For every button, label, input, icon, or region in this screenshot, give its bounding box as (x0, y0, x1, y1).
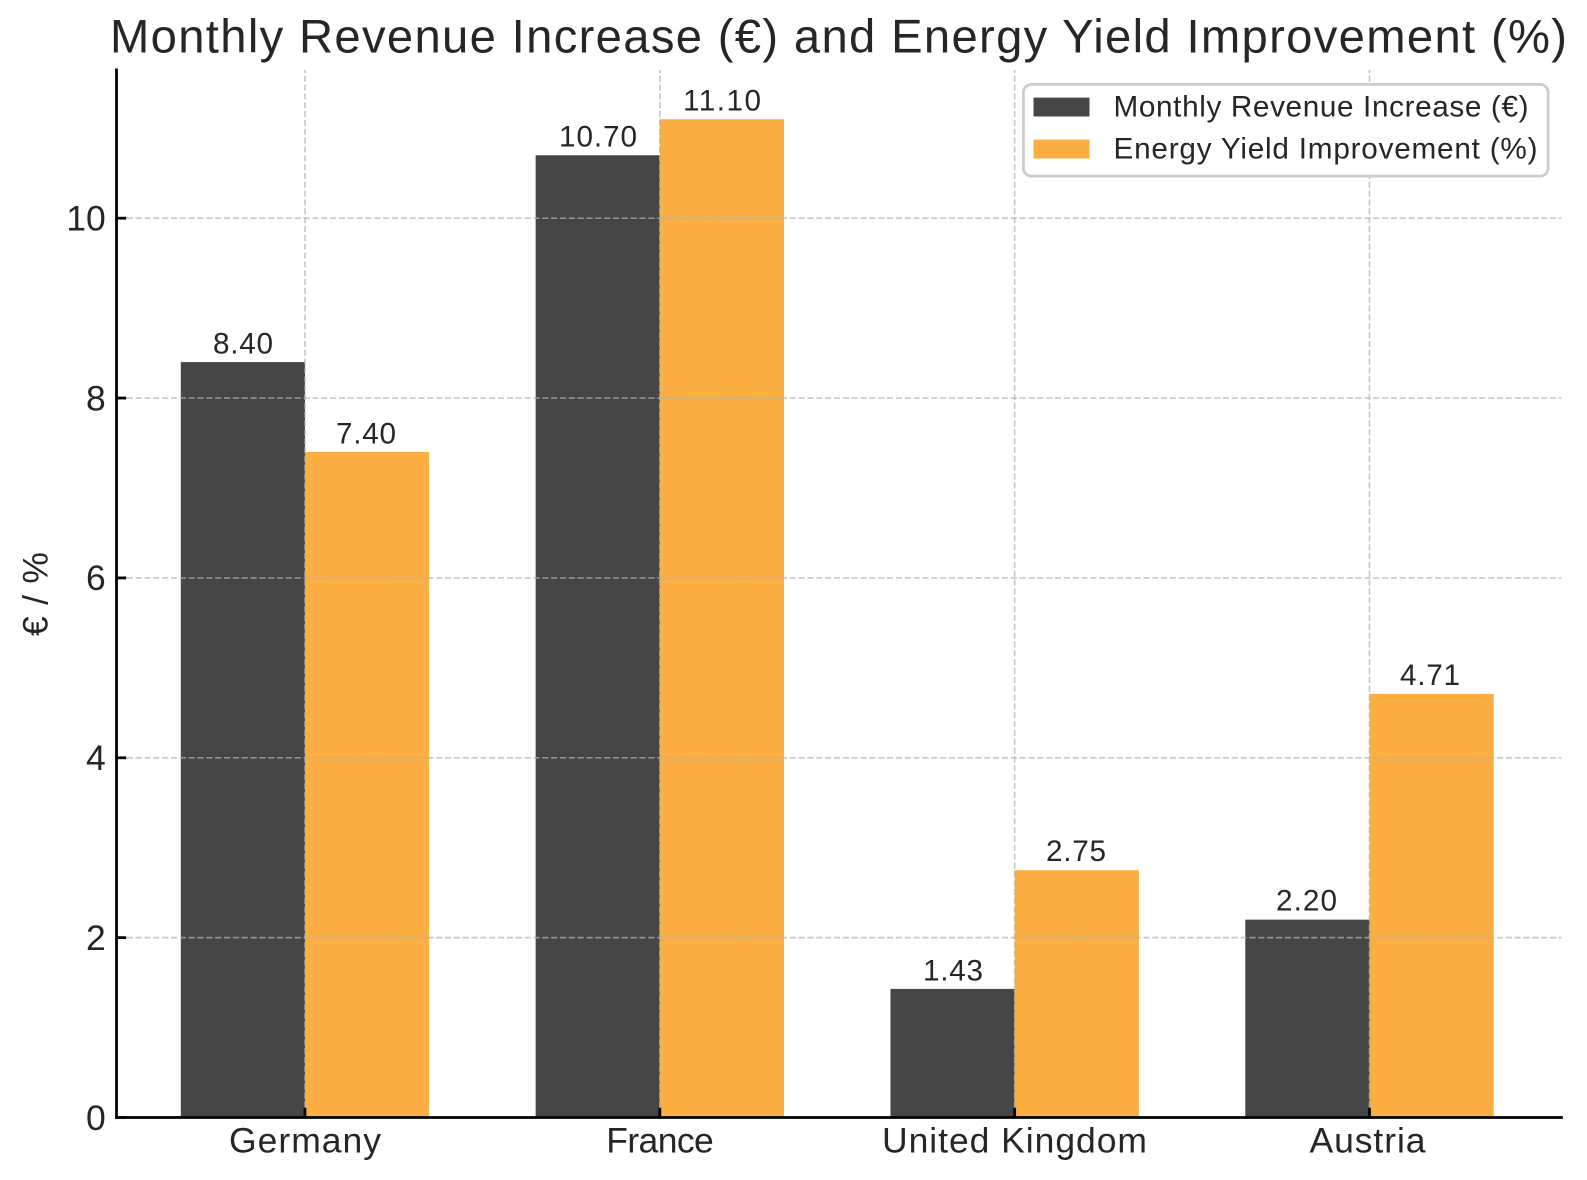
svg-text:Monthly Revenue Increase (€): Monthly Revenue Increase (€) (1114, 91, 1529, 124)
svg-text:7.40: 7.40 (336, 417, 396, 450)
svg-text:France: France (606, 1121, 714, 1161)
svg-text:6: 6 (86, 558, 106, 598)
svg-text:2.75: 2.75 (1046, 835, 1106, 868)
svg-text:Energy Yield Improvement (%): Energy Yield Improvement (%) (1114, 133, 1538, 166)
svg-text:Germany: Germany (229, 1121, 381, 1161)
svg-text:11.10: 11.10 (683, 84, 761, 117)
svg-text:Austria: Austria (1310, 1121, 1426, 1161)
svg-text:United Kingdom: United Kingdom (882, 1121, 1147, 1161)
svg-text:Monthly Revenue Increase (€) a: Monthly Revenue Increase (€) and Energy … (110, 11, 1567, 64)
svg-text:0: 0 (86, 1098, 106, 1138)
svg-text:2.20: 2.20 (1276, 885, 1337, 918)
svg-text:4.71: 4.71 (1400, 659, 1460, 692)
svg-text:4: 4 (86, 738, 106, 778)
svg-text:8: 8 (86, 378, 106, 418)
svg-text:10: 10 (66, 198, 106, 238)
svg-text:1.43: 1.43 (923, 954, 983, 987)
svg-text:10.70: 10.70 (559, 121, 637, 154)
svg-text:8.40: 8.40 (213, 327, 273, 360)
svg-text:€ / %: € / % (15, 552, 55, 636)
svg-text:2: 2 (86, 918, 106, 958)
